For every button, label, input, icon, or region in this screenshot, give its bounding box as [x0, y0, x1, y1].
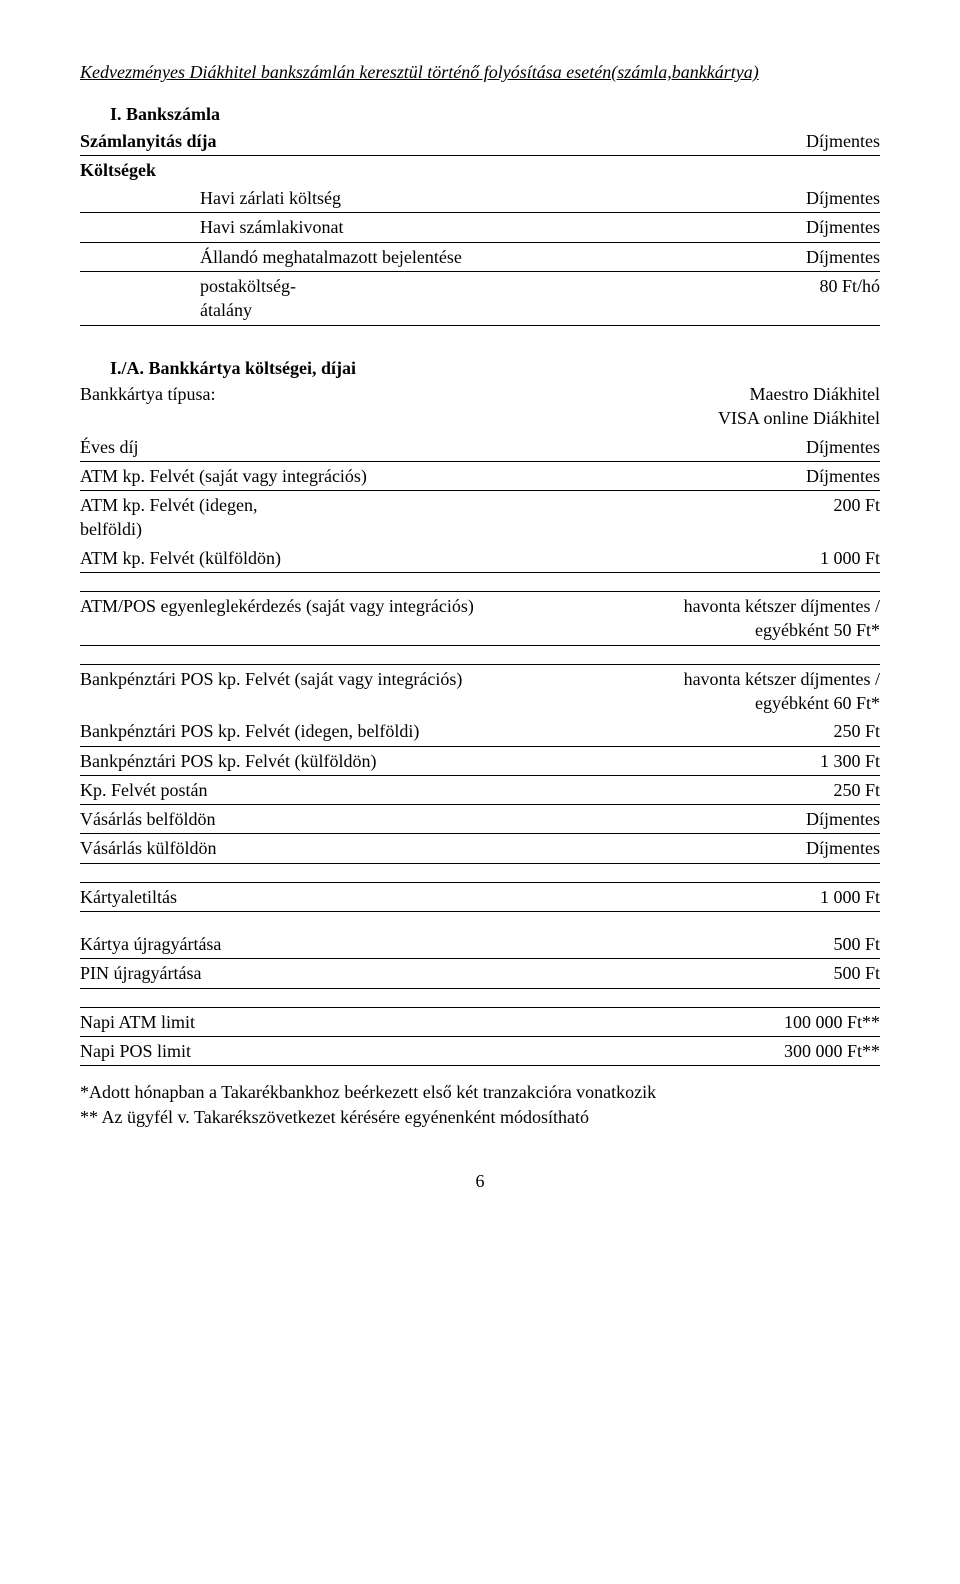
- row-atm-pos-egyenleg: ATM/POS egyenleglekérdezés (saját vagy i…: [80, 592, 880, 646]
- row-bankpenztari-kulfold: Bankpénztári POS kp. Felvét (külföldön) …: [80, 747, 880, 776]
- cell-right: Díjmentes: [806, 464, 880, 488]
- cell-right: 500 Ft: [833, 932, 880, 956]
- row-havi-szamlakivonat: Havi számlakivonat Díjmentes: [80, 213, 880, 242]
- cell-right: Díjmentes: [806, 807, 880, 831]
- cell-right: 250 Ft: [833, 719, 880, 743]
- row-eves-dij: Éves díj Díjmentes: [80, 433, 880, 462]
- cell-left-l2: átalány: [200, 300, 252, 320]
- cell-left: Havi zárlati költség: [80, 186, 341, 210]
- cell-left: Kártya újragyártása: [80, 932, 221, 956]
- cell-right: 200 Ft: [833, 493, 880, 542]
- section-1-heading: I. Bankszámla: [80, 102, 880, 126]
- cell-right: 250 Ft: [833, 778, 880, 802]
- cell-left: Vásárlás külföldön: [80, 836, 216, 860]
- page-number: 6: [80, 1169, 880, 1193]
- cell-left-l2: belföldi): [80, 519, 142, 539]
- cell-right-l2: VISA online Diákhitel: [718, 408, 880, 428]
- row-vasarlas-belfold: Vásárlás belföldön Díjmentes: [80, 805, 880, 834]
- cell-right: havonta kétszer díjmentes / egyébként 50…: [684, 594, 880, 643]
- cell-right: Díjmentes: [806, 129, 880, 153]
- page-title: Kedvezményes Diákhitel bankszámlán keres…: [80, 60, 880, 84]
- cell-right-l2: egyébként 60 Ft*: [755, 693, 880, 713]
- cell-right-l1: havonta kétszer díjmentes /: [684, 596, 880, 616]
- cell-right: Díjmentes: [806, 186, 880, 210]
- cell-left: postaköltség- átalány: [80, 274, 296, 323]
- row-kp-postan: Kp. Felvét postán 250 Ft: [80, 776, 880, 805]
- row-koltsegek: Költségek: [80, 156, 880, 184]
- cell-left: Költségek: [80, 158, 156, 182]
- cell-left: ATM kp. Felvét (idegen, belföldi): [80, 493, 257, 542]
- cell-left: Vásárlás belföldön: [80, 807, 215, 831]
- cell-right: havonta kétszer díjmentes / egyébként 60…: [684, 667, 880, 716]
- row-napi-pos-limit: Napi POS limit 300 000 Ft**: [80, 1037, 880, 1066]
- cell-left: ATM kp. Felvét (külföldön): [80, 546, 281, 570]
- cell-left: Bankpénztári POS kp. Felvét (külföldön): [80, 749, 376, 773]
- cell-right: 1 000 Ft: [820, 546, 880, 570]
- cell-left-l1: postaköltség-: [200, 276, 296, 296]
- footnote-2: ** Az ügyfél v. Takarékszövetkezet kérés…: [80, 1105, 880, 1129]
- footnotes: *Adott hónapban a Takarékbankhoz beérkez…: [80, 1080, 880, 1129]
- cell-left: Napi POS limit: [80, 1039, 191, 1063]
- cell-left: Bankpénztári POS kp. Felvét (saját vagy …: [80, 667, 462, 716]
- cell-right-l2: egyébként 50 Ft*: [755, 620, 880, 640]
- cell-right: 1 000 Ft: [820, 885, 880, 909]
- cell-right: Díjmentes: [806, 836, 880, 860]
- cell-right: Díjmentes: [806, 215, 880, 239]
- cell-right: 80 Ft/hó: [819, 274, 880, 323]
- cell-left-l1: ATM kp. Felvét (idegen,: [80, 495, 257, 515]
- row-vasarlas-kulfold: Vásárlás külföldön Díjmentes: [80, 834, 880, 863]
- row-bankpenztari-sajat: Bankpénztári POS kp. Felvét (saját vagy …: [80, 665, 880, 718]
- row-kartyaletiltas: Kártyaletiltás 1 000 Ft: [80, 883, 880, 912]
- row-atm-sajat: ATM kp. Felvét (saját vagy integrációs) …: [80, 462, 880, 491]
- cell-left: PIN újragyártása: [80, 961, 201, 985]
- cell-left: Állandó meghatalmazott bejelentése: [80, 245, 462, 269]
- cell-right: 500 Ft: [833, 961, 880, 985]
- cell-left: Kp. Felvét postán: [80, 778, 208, 802]
- cell-left: Havi számlakivonat: [80, 215, 343, 239]
- row-kartya-ujragyartasa: Kártya újragyártása 500 Ft: [80, 930, 880, 959]
- section-2-heading: I./A. Bankkártya költségei, díjai: [80, 356, 880, 380]
- row-havi-zarlati: Havi zárlati költség Díjmentes: [80, 184, 880, 213]
- cell-right-l1: havonta kétszer díjmentes /: [684, 669, 880, 689]
- cell-left: Bankkártya típusa:: [80, 382, 215, 431]
- cell-left: ATM kp. Felvét (saját vagy integrációs): [80, 464, 367, 488]
- cell-left: Napi ATM limit: [80, 1010, 195, 1034]
- footnote-1: *Adott hónapban a Takarékbankhoz beérkez…: [80, 1080, 880, 1104]
- cell-right: 100 000 Ft**: [784, 1010, 880, 1034]
- cell-left: Bankpénztári POS kp. Felvét (idegen, bel…: [80, 719, 419, 743]
- cell-left: Éves díj: [80, 435, 139, 459]
- cell-right: 300 000 Ft**: [784, 1039, 880, 1063]
- row-postakoltseg: postaköltség- átalány 80 Ft/hó: [80, 272, 880, 326]
- row-pin-ujragyartasa: PIN újragyártása 500 Ft: [80, 959, 880, 988]
- row-atm-idegen: ATM kp. Felvét (idegen, belföldi) 200 Ft: [80, 491, 880, 544]
- row-bankpenztari-idegen: Bankpénztári POS kp. Felvét (idegen, bel…: [80, 717, 880, 746]
- cell-left: Számlanyitás díja: [80, 129, 217, 153]
- row-bankkartya-tipusa: Bankkártya típusa: Maestro Diákhitel VIS…: [80, 380, 880, 433]
- row-atm-kulfold: ATM kp. Felvét (külföldön) 1 000 Ft: [80, 544, 880, 573]
- cell-right: 1 300 Ft: [820, 749, 880, 773]
- row-allando-meghatalmazott: Állandó meghatalmazott bejelentése Díjme…: [80, 243, 880, 272]
- row-szamlanyitas: Számlanyitás díja Díjmentes: [80, 127, 880, 156]
- cell-left: ATM/POS egyenleglekérdezés (saját vagy i…: [80, 594, 474, 643]
- cell-right: Maestro Diákhitel VISA online Diákhitel: [718, 382, 880, 431]
- cell-right-l1: Maestro Diákhitel: [750, 384, 880, 404]
- row-napi-atm-limit: Napi ATM limit 100 000 Ft**: [80, 1008, 880, 1037]
- cell-left: Kártyaletiltás: [80, 885, 177, 909]
- cell-right: Díjmentes: [806, 245, 880, 269]
- cell-right: Díjmentes: [806, 435, 880, 459]
